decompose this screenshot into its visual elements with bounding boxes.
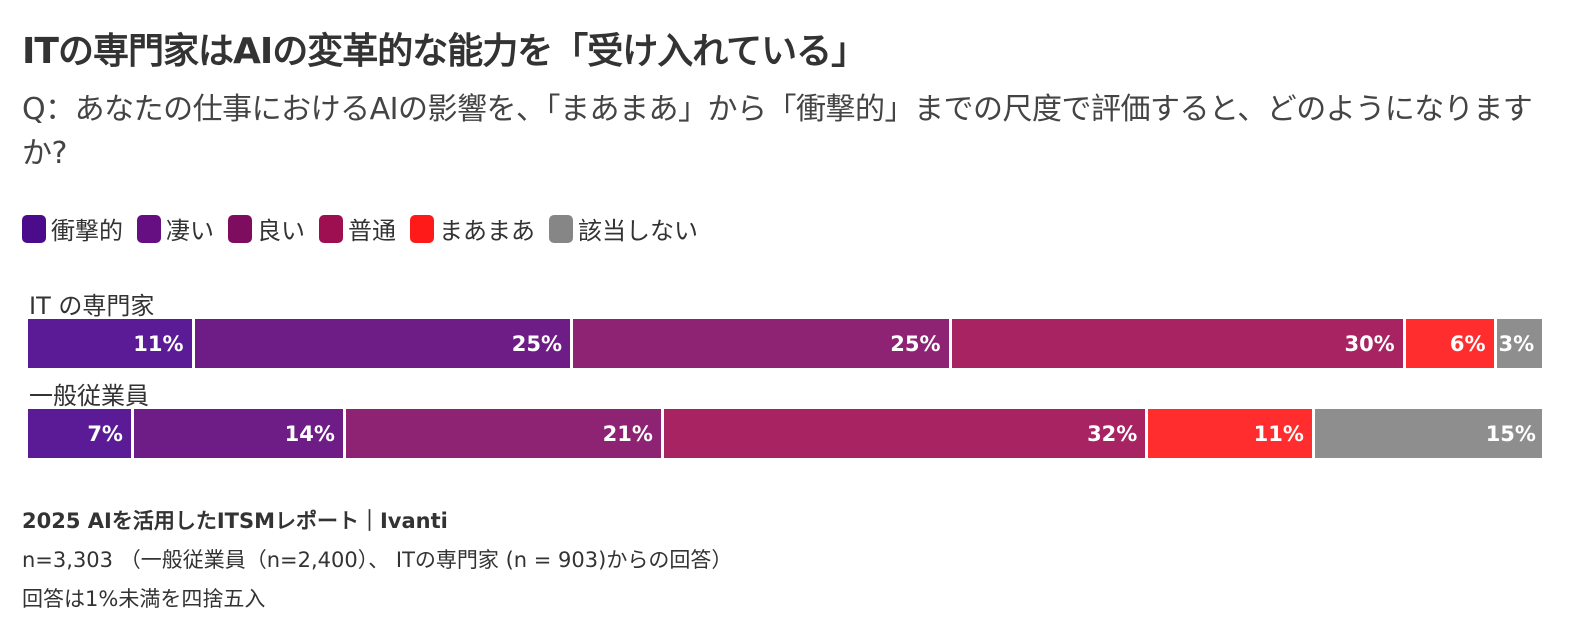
- legend-item-yoi: 良い: [228, 211, 305, 246]
- legend-item-gaitou-shinai: 該当しない: [549, 211, 698, 246]
- bar-segment-shogekiteki: 7%: [28, 409, 134, 458]
- legend-item-futsu: 普通: [319, 211, 396, 246]
- source-note: 2025 AIを活用したITSMレポート｜Ivanti: [22, 509, 448, 533]
- row-label-general-employees: 一般従業員: [29, 382, 149, 410]
- bar-segment-futsu: 32%: [663, 409, 1149, 458]
- legend-label: 良い: [257, 217, 305, 245]
- bar-segment-shogekiteki: 11%: [28, 319, 195, 368]
- bar-segment-maamaa: 11%: [1148, 409, 1315, 458]
- chart-title: ITの専門家はAIの変革的な能力を「受け入れている」: [22, 31, 867, 72]
- legend-swatch-icon: [410, 214, 434, 243]
- bar-segment-gaitou-shinai: 3%: [1496, 319, 1542, 368]
- bar-segment-yoi: 25%: [573, 319, 952, 368]
- legend-swatch-icon: [22, 214, 46, 243]
- legend-label: 凄い: [166, 217, 214, 245]
- legend-swatch-icon: [549, 214, 573, 243]
- legend-item-maamaa: まあまあ: [410, 211, 535, 246]
- rounding-note: 回答は1%未満を四捨五入: [22, 587, 266, 611]
- bar-segment-sugoi: 14%: [133, 409, 346, 458]
- row-label-it-professionals: IT の専門家: [29, 292, 155, 320]
- bar-segment-sugoi: 25%: [194, 319, 574, 368]
- bar-segment-maamaa: 6%: [1405, 319, 1497, 368]
- legend-label: 普通: [348, 217, 396, 245]
- bar-it-professionals: 11% 25% 25% 30% 6% 3%: [28, 319, 1542, 368]
- bar-general-employees: 7% 14% 21% 32% 11% 15%: [28, 409, 1542, 458]
- bar-segment-futsu: 30%: [951, 319, 1406, 368]
- footer: 2025 AIを活用したITSMレポート｜Ivanti n=3,303 （一般従…: [22, 502, 732, 619]
- legend-swatch-icon: [137, 214, 161, 243]
- chart-subtitle: Q：あなたの仕事におけるAIの影響を、「まあまあ」から「衝撃的」までの尺度で評価…: [22, 92, 1533, 171]
- bar-segment-gaitou-shinai: 15%: [1314, 409, 1542, 458]
- legend-swatch-icon: [228, 214, 252, 243]
- legend: 衝撃的 凄い 良い 普通 まあまあ 該当しない: [22, 211, 712, 246]
- legend-item-sugoi: 凄い: [137, 211, 214, 246]
- bar-segment-yoi: 21%: [345, 409, 664, 458]
- legend-swatch-icon: [319, 214, 343, 243]
- legend-label: 該当しない: [578, 217, 698, 245]
- sample-size-note: n=3,303 （一般従業員（n=2,400）、 ITの専門家 (n = 903…: [22, 548, 733, 572]
- legend-label: まあまあ: [439, 217, 535, 245]
- legend-label: 衝撃的: [51, 217, 123, 245]
- legend-item-shogekiteki: 衝撃的: [22, 211, 123, 246]
